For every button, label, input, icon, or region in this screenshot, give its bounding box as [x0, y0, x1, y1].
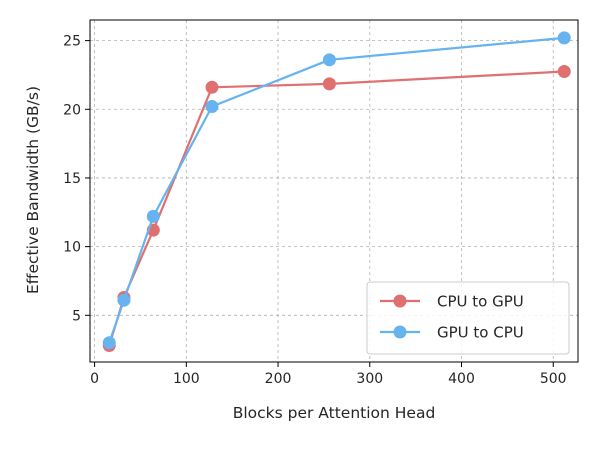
- x-tick-label: 400: [448, 371, 475, 387]
- data-point-gpu-to-cpu: [117, 293, 131, 307]
- data-point-cpu-to-gpu: [205, 80, 219, 94]
- x-tick-label: 300: [356, 371, 383, 387]
- x-tick-label: 200: [265, 371, 292, 387]
- y-tick-label: 20: [63, 102, 81, 118]
- plot-area: [102, 31, 571, 353]
- y-axis-label: Effective Bandwidth (GB/s): [24, 86, 42, 294]
- data-point-gpu-to-cpu: [557, 31, 571, 45]
- x-axis: 0 100 200 300 400 500: [90, 362, 567, 387]
- x-tick-label: 500: [540, 371, 567, 387]
- legend-marker: [393, 294, 407, 308]
- legend-marker: [393, 325, 407, 339]
- data-point-gpu-to-cpu: [322, 53, 336, 67]
- y-tick-label: 15: [63, 171, 81, 187]
- legend-label: CPU to GPU: [437, 293, 524, 311]
- legend-label: GPU to CPU: [437, 324, 524, 342]
- data-point-gpu-to-cpu: [205, 100, 219, 114]
- y-axis: 5 10 15 20 25: [63, 34, 90, 324]
- series-gpu-to-cpu: [102, 31, 571, 350]
- legend: CPU to GPU GPU to CPU: [366, 281, 570, 355]
- series-line-gpu-to-cpu: [108, 36, 565, 344]
- data-point-gpu-to-cpu: [102, 336, 116, 350]
- axes-frame: [89, 19, 579, 363]
- y-tick-label: 10: [63, 240, 81, 256]
- y-tick-label: 25: [63, 34, 81, 50]
- y-tick-label: 5: [72, 308, 81, 324]
- data-point-gpu-to-cpu: [146, 209, 160, 223]
- x-axis-label: Blocks per Attention Head: [233, 404, 436, 422]
- data-point-cpu-to-gpu: [322, 77, 336, 91]
- x-tick-label: 100: [173, 371, 200, 387]
- data-point-cpu-to-gpu: [557, 65, 571, 79]
- x-tick-label: 0: [90, 371, 99, 387]
